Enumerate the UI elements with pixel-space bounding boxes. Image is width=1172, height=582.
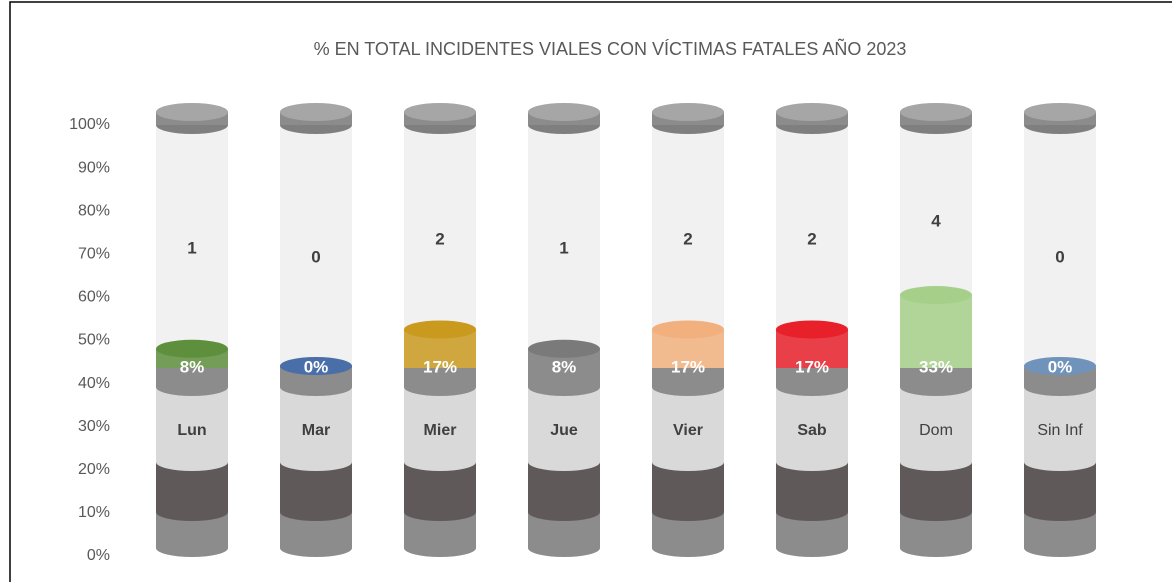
base-dark-cap [652, 503, 724, 521]
bar-top [1024, 357, 1096, 375]
base-ring-cap [280, 378, 352, 396]
base-light-cap [776, 453, 848, 471]
value-label: 8% [552, 357, 577, 376]
base-dark-cap [280, 503, 352, 521]
base-dark-cap [404, 503, 476, 521]
base-ring-cap [528, 378, 600, 396]
tube-top-cap [1024, 103, 1096, 121]
base-light-cap [652, 453, 724, 471]
base-light [528, 385, 600, 462]
value-label: 17% [795, 357, 829, 376]
base-cap-cap [776, 539, 848, 557]
base-dark-cap [900, 503, 972, 521]
base-dark-cap [156, 503, 228, 521]
tube-top-cap [776, 103, 848, 121]
base-cap-cap [528, 539, 600, 557]
base-light [404, 385, 476, 462]
x-tick-label: Vier [673, 422, 703, 439]
tube [1024, 125, 1096, 375]
base-light [776, 385, 848, 462]
x-tick-label: Mar [302, 422, 330, 439]
base-cap-cap [1024, 539, 1096, 557]
x-tick-label: Lun [177, 422, 206, 439]
count-label: 2 [683, 229, 692, 248]
base-cap-cap [280, 539, 352, 557]
x-tick-label: Mier [424, 422, 457, 439]
base-light [1024, 385, 1096, 462]
y-tick-label: 100% [69, 116, 110, 133]
base-light [280, 385, 352, 462]
bar-top [776, 320, 848, 339]
x-tick-label: Sin Inf [1037, 422, 1083, 439]
tube [280, 125, 352, 375]
bar [900, 295, 972, 368]
count-label: 2 [807, 229, 816, 248]
count-label: 1 [559, 238, 568, 257]
value-label: 33% [919, 357, 953, 376]
count-label: 2 [435, 229, 444, 248]
base-ring-cap [900, 378, 972, 396]
base-light [900, 385, 972, 462]
base-ring-cap [652, 378, 724, 396]
base-dark-cap [776, 503, 848, 521]
bar-top [900, 286, 972, 305]
base-light-cap [156, 453, 228, 471]
count-label: 4 [931, 211, 941, 230]
x-tick-label: Jue [550, 422, 578, 439]
tube-top-cap [280, 103, 352, 121]
bar-top [404, 320, 476, 339]
y-tick-label: 50% [78, 332, 110, 349]
y-tick-label: 0% [87, 547, 110, 564]
base-ring-cap [156, 378, 228, 396]
tube-top-cap [404, 103, 476, 121]
base-light-cap [280, 453, 352, 471]
value-label: 8% [180, 357, 205, 376]
base-ring-cap [1024, 378, 1096, 396]
base-cap-cap [652, 539, 724, 557]
bar-top [156, 339, 228, 358]
tube-top-cap [528, 103, 600, 121]
chart-title: % EN TOTAL INCIDENTES VIALES CON VÍCTIMA… [314, 38, 907, 59]
bar-top [528, 339, 600, 358]
tube-top-cap [900, 103, 972, 121]
tube [528, 125, 600, 375]
y-tick-label: 40% [78, 375, 110, 392]
y-tick-label: 70% [78, 246, 110, 263]
tube-top-cap [156, 103, 228, 121]
x-tick-label: Dom [919, 422, 953, 439]
base-light-cap [900, 453, 972, 471]
tube-top-cap [652, 103, 724, 121]
base-light [156, 385, 228, 462]
base-cap-cap [156, 539, 228, 557]
value-label: 0% [1048, 357, 1073, 376]
y-tick-label: 60% [78, 289, 110, 306]
tube [156, 125, 228, 375]
y-tick-label: 80% [78, 202, 110, 219]
base-cap-cap [404, 539, 476, 557]
value-label: 17% [423, 357, 457, 376]
value-label: 17% [671, 357, 705, 376]
base-light [652, 385, 724, 462]
base-light-cap [1024, 453, 1096, 471]
y-tick-label: 30% [78, 418, 110, 435]
count-label: 0 [311, 247, 320, 266]
count-label: 1 [187, 238, 196, 257]
y-tick-label: 90% [78, 159, 110, 176]
bar-top [652, 320, 724, 339]
count-label: 0 [1055, 247, 1064, 266]
base-ring-cap [404, 378, 476, 396]
x-tick-label: Sab [797, 422, 827, 439]
base-light-cap [528, 453, 600, 471]
base-light-cap [404, 453, 476, 471]
base-dark-cap [528, 503, 600, 521]
y-tick-label: 20% [78, 461, 110, 478]
base-dark-cap [1024, 503, 1096, 521]
bar-top [280, 357, 352, 375]
base-ring-cap [776, 378, 848, 396]
value-label: 0% [304, 357, 329, 376]
base-cap-cap [900, 539, 972, 557]
y-tick-label: 10% [78, 504, 110, 521]
